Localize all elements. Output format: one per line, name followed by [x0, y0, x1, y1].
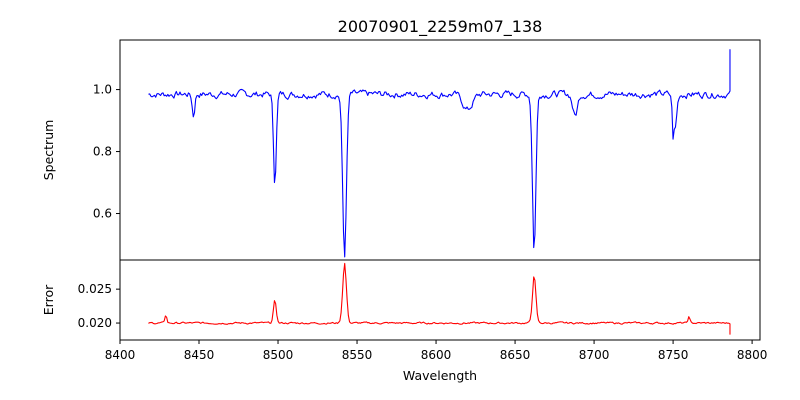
chart-title: 20070901_2259m07_138: [338, 17, 543, 37]
spectrum-axes-frame: [119, 39, 761, 261]
spectrum-y-tick-label: 0.6: [93, 207, 112, 221]
error-series-line: [148, 262, 731, 335]
error-y-axis: 0.020 0.025: [78, 282, 120, 330]
spectrum-y-tick-label: 0.8: [93, 145, 112, 159]
x-tick-label: 8800: [737, 348, 768, 362]
x-tick-label: 8650: [500, 348, 531, 362]
error-y-axis-label: Error: [41, 284, 56, 315]
x-tick-label: 8700: [579, 348, 610, 362]
spectrum-panel: 0.6 0.8 1.0 Spectrum: [41, 39, 761, 261]
x-tick-label: 8450: [184, 348, 215, 362]
spectrum-y-axis: 0.6 0.8 1.0: [93, 83, 120, 221]
error-y-tick-label: 0.020: [78, 316, 112, 330]
x-axis: 8400 8450 8500 8550 8600 8650 8700 8750 8800: [105, 340, 768, 362]
x-tick-label: 8500: [263, 348, 294, 362]
spectrum-y-axis-label: Spectrum: [41, 120, 56, 181]
x-axis-label: Wavelength: [403, 368, 477, 383]
x-tick-label: 8600: [421, 348, 452, 362]
x-tick-label: 8750: [658, 348, 689, 362]
error-panel: 0.020 0.025 Error: [41, 259, 761, 341]
error-axes-frame: [119, 259, 761, 341]
error-y-tick-label: 0.025: [78, 282, 112, 296]
spectrum-series-line: [148, 49, 731, 258]
spectrum-y-tick-label: 1.0: [93, 83, 112, 97]
x-tick-label: 8400: [105, 348, 136, 362]
x-tick-label: 8550: [342, 348, 373, 362]
